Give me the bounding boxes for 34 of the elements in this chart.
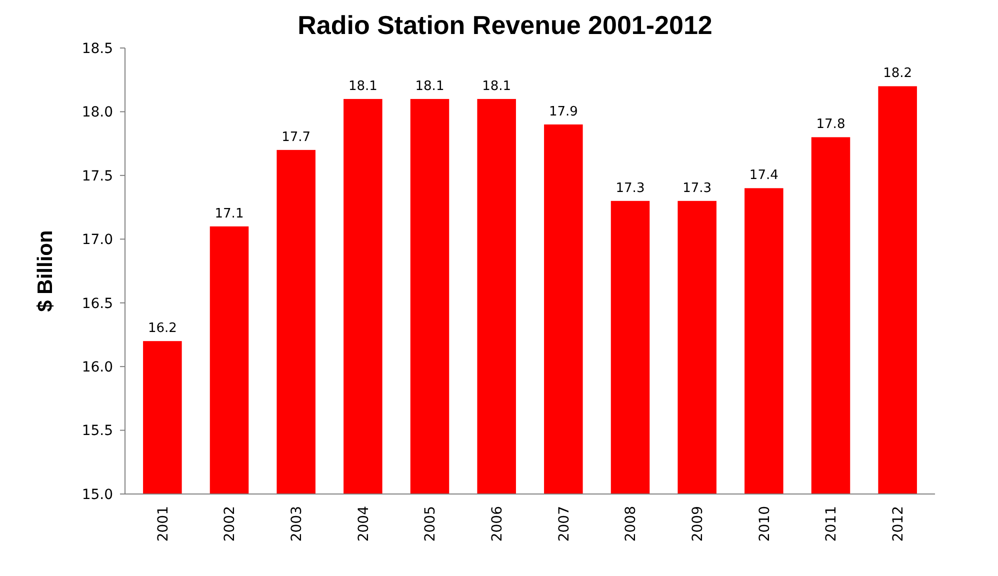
y-tick-label: 17.0 bbox=[82, 232, 113, 248]
data-label: 18.1 bbox=[415, 78, 444, 94]
y-axis-title: $ Billion bbox=[34, 230, 57, 312]
y-tick-label: 17.5 bbox=[82, 168, 113, 184]
chart-title: Radio Station Revenue 2001-2012 bbox=[298, 10, 712, 40]
y-tick-label: 18.0 bbox=[82, 104, 113, 121]
x-tick-label: 2003 bbox=[288, 506, 305, 542]
x-tick-label: 2002 bbox=[222, 506, 238, 542]
y-tick-label: 18.5 bbox=[82, 40, 113, 57]
y-tick-label: 16.0 bbox=[82, 359, 113, 376]
x-tick-label: 2006 bbox=[489, 506, 506, 542]
x-tick-label: 2009 bbox=[690, 506, 706, 542]
data-label: 17.3 bbox=[682, 180, 712, 196]
x-tick-label: 2005 bbox=[422, 506, 439, 542]
x-tick-label: 2012 bbox=[890, 506, 906, 542]
data-label: 16.2 bbox=[148, 321, 177, 336]
x-tick-label: 2004 bbox=[356, 506, 372, 542]
data-label: 18.1 bbox=[482, 78, 512, 94]
x-tick-label: 2010 bbox=[756, 506, 773, 542]
data-label: 18.2 bbox=[883, 66, 912, 82]
data-label: 17.1 bbox=[214, 206, 244, 222]
data-label: 17.9 bbox=[548, 104, 578, 120]
data-label: 17.8 bbox=[816, 117, 846, 132]
y-tick-label: 15.0 bbox=[82, 486, 113, 503]
x-tick-label: 2007 bbox=[556, 506, 572, 542]
x-tick-label: 2001 bbox=[155, 506, 172, 542]
x-tick-label: 2011 bbox=[824, 506, 840, 542]
y-tick-label: 16.5 bbox=[82, 296, 113, 312]
data-label: 17.4 bbox=[749, 168, 778, 184]
data-label: 17.3 bbox=[616, 180, 645, 196]
y-tick-label: 15.5 bbox=[82, 423, 113, 440]
data-label: 17.7 bbox=[282, 130, 311, 145]
data-label: 18.1 bbox=[348, 78, 378, 94]
x-tick-label: 2008 bbox=[623, 506, 640, 542]
